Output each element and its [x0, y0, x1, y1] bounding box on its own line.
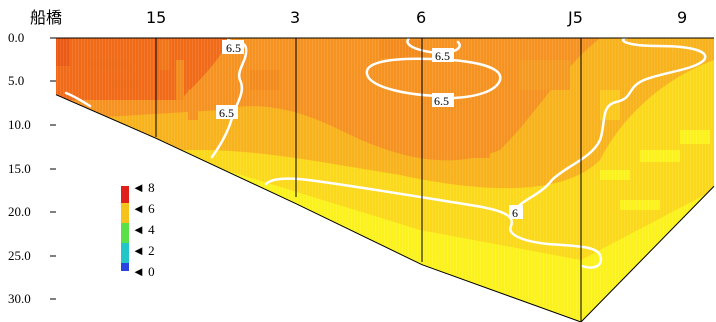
contour-line: [64, 91, 92, 108]
section-heatmap: [56, 38, 714, 322]
y-tick-label: 30.0: [8, 291, 31, 306]
y-tick-label: 15.0: [8, 161, 31, 176]
contour-line: [264, 177, 603, 269]
contour-label-box: [432, 93, 454, 107]
section-frame: [55, 37, 715, 322]
station-label-6: 6: [416, 8, 426, 27]
contour-label-box: [509, 205, 523, 219]
station-label-j5: J5: [567, 8, 583, 27]
color-scale-bar-segment: [121, 186, 129, 203]
contour-lines: [64, 35, 707, 269]
color-scale-bar-segment: [121, 223, 129, 243]
station-label-funabashi: 船橋: [30, 8, 62, 27]
heatmap-texture: [56, 38, 714, 322]
color-scale-bar-segment: [121, 203, 129, 223]
color-scale-legend: ◄ 8 ◄ 6 ◄ 4 ◄ 2 ◄ 0: [121, 180, 155, 279]
station-labels: 船橋 15 3 6 J5 9: [30, 8, 687, 27]
contour-label: 6.5: [435, 49, 450, 63]
y-axis: 0.0 5.0 10.0 15.0 20.0 25.0 30.0: [8, 30, 56, 306]
station-label-3: 3: [290, 8, 300, 27]
contour-label-box: [216, 105, 238, 119]
color-scale-bar-segment: [121, 243, 129, 263]
color-scale-label: ◄ 2: [132, 243, 155, 258]
station-label-9: 9: [677, 8, 687, 27]
contour-label-box: [432, 48, 454, 62]
contour-label: 6.5: [226, 41, 241, 55]
contour-labels: 6.5 6.5 6.5 6.5 6: [216, 40, 523, 220]
color-scale-label: ◄ 8: [132, 180, 155, 195]
color-scale-bar-segment: [121, 263, 129, 271]
contour-label: 6.5: [219, 106, 234, 120]
contour-line: [512, 35, 707, 214]
station-label-15: 15: [146, 8, 166, 27]
color-scale-label: ◄ 4: [132, 222, 155, 237]
y-tick-label: 10.0: [8, 117, 31, 132]
contour-line: [365, 57, 502, 100]
contour-label: 6: [512, 206, 518, 220]
y-tick-label: 20.0: [8, 204, 31, 219]
y-tick-label: 5.0: [8, 73, 24, 88]
contour-label-box: [222, 40, 244, 54]
color-scale-label: ◄ 0: [132, 264, 155, 279]
color-scale-label: ◄ 6: [132, 201, 155, 216]
y-tick-label: 0.0: [8, 30, 24, 45]
contour-label: 6.5: [434, 94, 449, 108]
contour-line: [406, 36, 461, 54]
seabed-outline: [55, 94, 715, 322]
y-tick-label: 25.0: [8, 248, 31, 263]
